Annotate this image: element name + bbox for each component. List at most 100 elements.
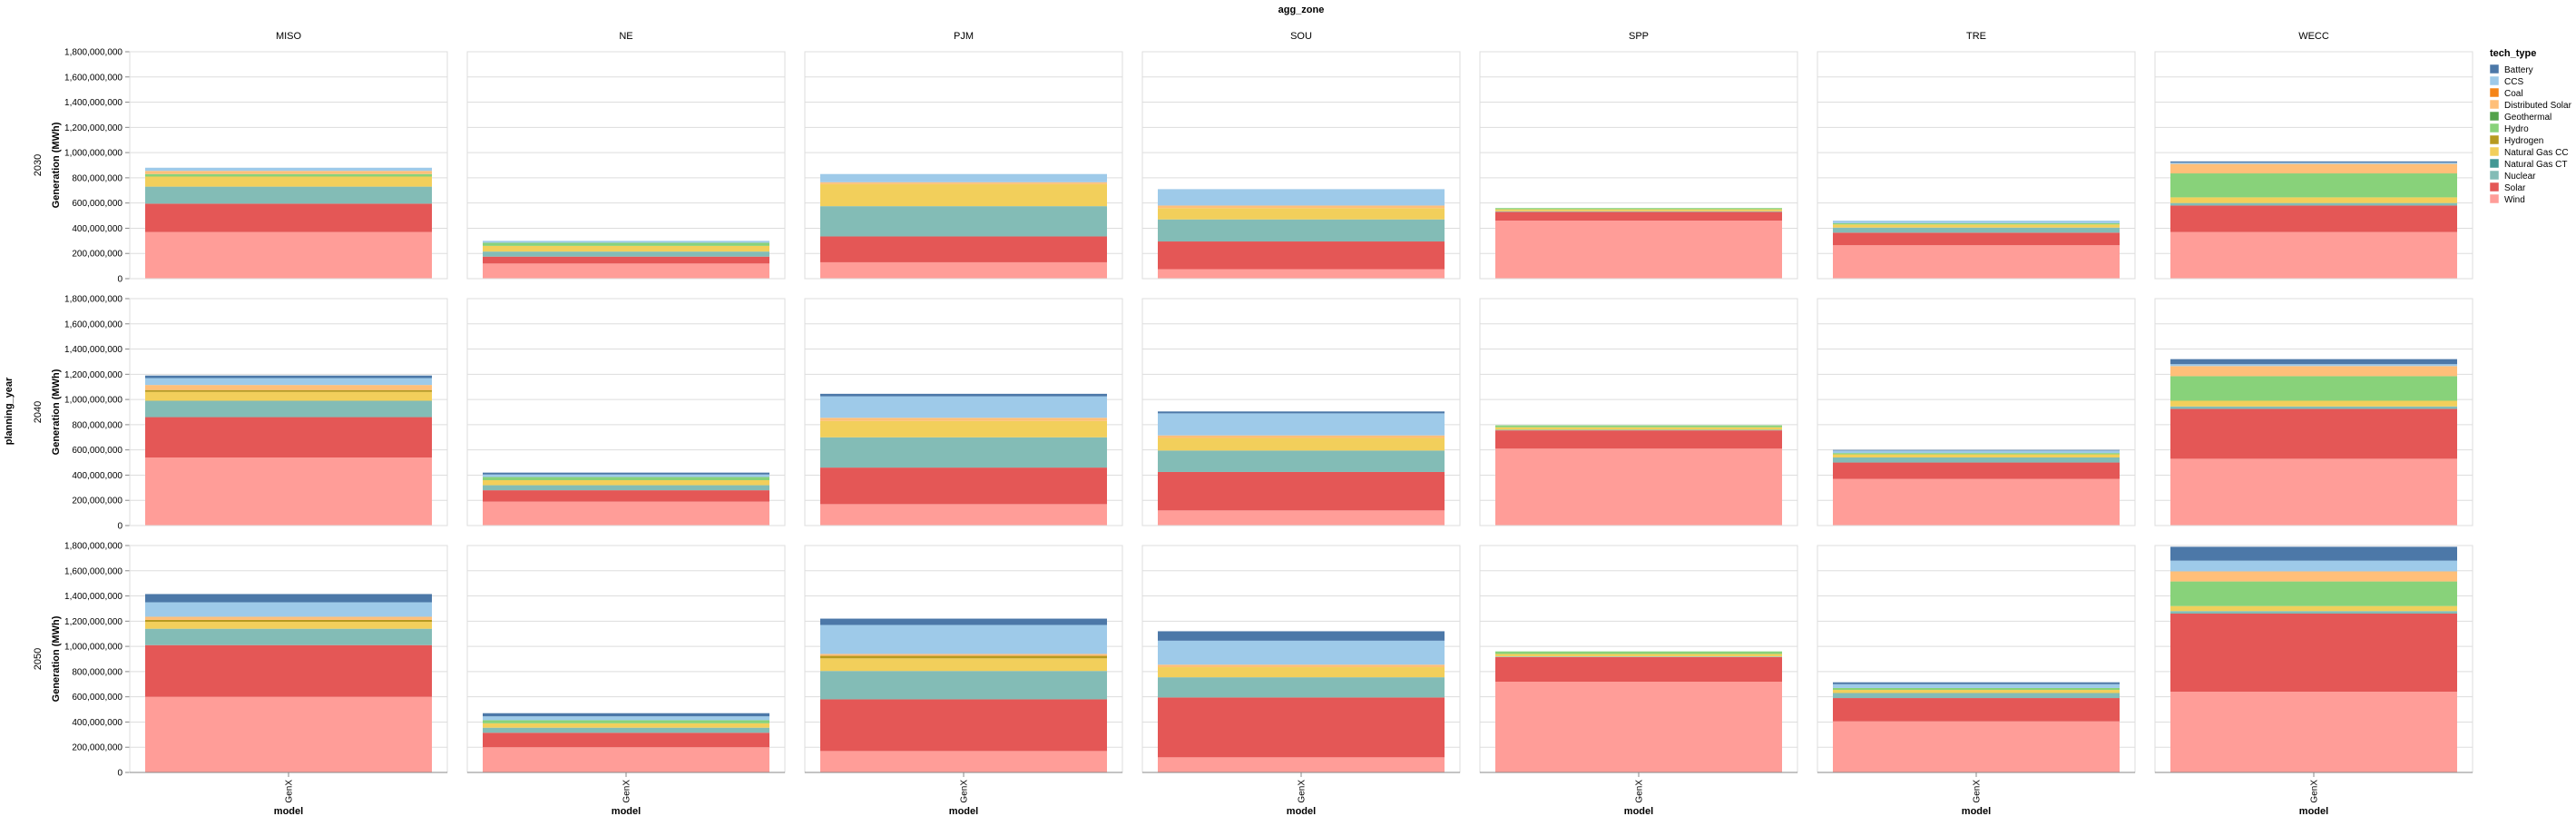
panel-PJM-2040	[804, 298, 1123, 526]
bar-segment-solar	[1158, 471, 1445, 511]
bar-segment-natural-gas-cc	[483, 723, 769, 728]
bar-segment-solar	[1833, 698, 2120, 722]
bar-segment-hydro	[2170, 173, 2457, 198]
y-tick-label: 200,000,000	[72, 250, 122, 260]
bar-segment-natural-gas-cc	[145, 622, 432, 629]
legend-label: Distributed Solar	[2504, 101, 2572, 111]
bar-segment-distributed-solar	[820, 182, 1107, 184]
legend-item-ccs: CCS	[2489, 75, 2523, 87]
panel-border	[129, 298, 448, 526]
bar-segment-nuclear	[820, 206, 1107, 237]
panel-SOU-2030	[1141, 51, 1461, 280]
panel-MISO-2030	[129, 51, 448, 280]
bar-segment-nuclear	[1495, 656, 1782, 657]
bar-segment-natural-gas-cc	[820, 183, 1107, 207]
bar-segment-solar	[483, 733, 769, 748]
legend-item-natural-gas-ct: Natural Gas CT	[2489, 158, 2567, 170]
y-tick-label: 0	[117, 769, 122, 779]
bar-segment-battery	[1833, 682, 2120, 684]
bar-segment-wind	[2170, 692, 2457, 772]
bar-segment-nuclear	[483, 485, 769, 491]
bar-segment-ccs	[2170, 162, 2457, 164]
legend-swatch	[2489, 75, 2500, 86]
bar-segment-distributed-solar	[2170, 571, 2457, 582]
bar-segment-hydro	[1833, 222, 2120, 225]
panel-border	[2154, 51, 2473, 280]
y-tick-label: 400,000,000	[72, 224, 122, 234]
panel-WECC-2040	[2154, 298, 2473, 526]
y-tick-label: 800,000,000	[72, 420, 122, 430]
bar-segment-battery	[1833, 449, 2120, 451]
bar-segment-solar	[483, 490, 769, 502]
row-header-2030: 2030	[33, 154, 44, 176]
bar-segment-ccs	[820, 396, 1107, 418]
bar-segment-ccs	[1158, 413, 1445, 436]
bar-segment-battery	[483, 713, 769, 717]
bar-segment-nuclear	[145, 628, 432, 645]
panel-border	[1141, 298, 1461, 526]
bar-segment-hydro	[1495, 208, 1782, 210]
legend-item-wind: Wind	[2489, 193, 2525, 205]
bar-segment-ccs	[1158, 640, 1445, 665]
bar-segment-hydro	[1833, 453, 2120, 455]
bar-segment-solar	[2170, 614, 2457, 693]
bar-segment-wind	[2170, 458, 2457, 526]
panel-SPP-2030	[1479, 51, 1798, 280]
bar-segment-wind	[1158, 269, 1445, 279]
panel-TRE-2030	[1817, 51, 2136, 280]
bar-segment-wind	[145, 231, 432, 279]
bar-segment-wind	[1833, 478, 2120, 526]
panel-NE-2030	[466, 51, 786, 280]
bar-segment-nuclear	[1158, 677, 1445, 698]
bar-segment-natural-gas-cc	[1495, 209, 1782, 211]
bar-segment-battery	[820, 393, 1107, 397]
panel-TRE-2050: GenX model	[1817, 545, 2136, 817]
y-tick-label: 800,000,000	[72, 667, 122, 677]
legend-item-geothermal: Geothermal	[2489, 111, 2552, 123]
bar-segment-distributed-solar	[2170, 163, 2457, 174]
panel-SPP-2040	[1479, 298, 1798, 526]
bar-segment-solar	[1158, 241, 1445, 270]
chart-title: agg_zone	[1278, 5, 1325, 15]
bar-segment-ccs	[1833, 450, 2120, 454]
bar-segment-hydro	[1495, 651, 1782, 654]
legend-item-nuclear: Nuclear	[2489, 170, 2536, 182]
legend-label: Nuclear	[2504, 172, 2536, 182]
legend-label: CCS	[2504, 77, 2523, 87]
legend-item-distributed-solar: Distributed Solar	[2489, 99, 2572, 111]
x-tick-label: GenX	[2310, 780, 2320, 803]
bar-segment-ccs	[483, 716, 769, 721]
y-tick-label: 200,000,000	[72, 497, 122, 506]
x-tick-label: GenX	[1973, 780, 1983, 803]
bar-segment-natural-gas-cc	[820, 658, 1107, 672]
legend-label: Hydro	[2504, 124, 2529, 134]
panel-border	[804, 51, 1123, 280]
bar-segment-hydro	[483, 720, 769, 723]
panel-NE-2040	[466, 298, 786, 526]
bar-segment-hydro	[1495, 425, 1782, 428]
bar-segment-battery	[1158, 411, 1445, 414]
bar-segment-solar	[1158, 697, 1445, 758]
bar-segment-nuclear	[2170, 406, 2457, 409]
bar-segment-natural-gas-cc	[1495, 654, 1782, 657]
x-axis-title: model	[1287, 806, 1316, 817]
panel-border	[1141, 51, 1461, 280]
panel-MISO-2050: GenX model	[129, 545, 448, 817]
x-tick-label: GenX	[622, 780, 632, 803]
bar-segment-wind	[483, 501, 769, 526]
panel-border	[1817, 51, 2136, 280]
bar-segment-natural-gas-cc	[1158, 208, 1445, 220]
bar-segment-battery	[145, 594, 432, 603]
panel-border	[2154, 298, 2473, 526]
bar-segment-natural-gas-cc	[1158, 438, 1445, 451]
bar-segment-nuclear	[1158, 219, 1445, 242]
bar-segment-hydro	[1833, 687, 2120, 691]
bar-segment-nuclear	[1833, 227, 2120, 233]
bar-segment-wind	[1495, 448, 1782, 526]
y-tick-label: 200,000,000	[72, 743, 122, 753]
bar-segment-natural-gas-cc	[1833, 690, 2120, 693]
bar-segment-solar	[820, 236, 1107, 262]
bar-segment-solar	[1833, 462, 2120, 479]
bar-segment-wind	[2170, 231, 2457, 279]
legend-swatch	[2489, 193, 2500, 204]
